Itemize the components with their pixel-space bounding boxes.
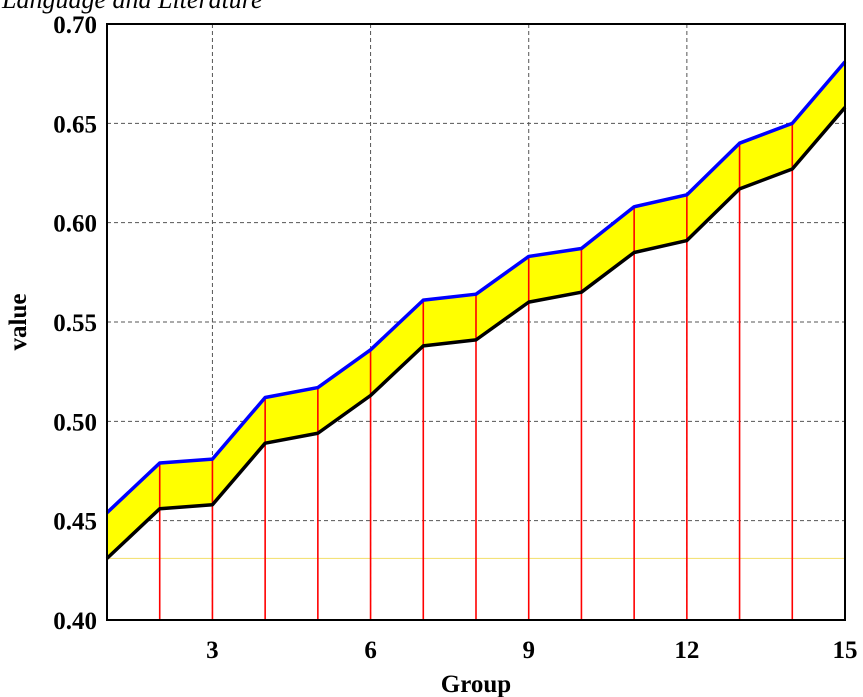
y-tick-label: 0.50 [53,409,97,436]
x-tick-labels: 3 6 9 12 15 [206,637,857,664]
x-tick-label: 6 [364,637,377,664]
x-axis-label: Group [441,671,511,697]
y-tick-label: 0.70 [53,12,97,39]
x-tick-label: 9 [522,637,535,664]
upper-series-line [105,60,847,514]
y-tick-label: 0.45 [53,509,97,536]
x-tick-label: 3 [206,637,219,664]
y-tick-label: 0.65 [53,111,97,138]
plot-frame [106,23,846,621]
x-tick-label: 12 [674,637,699,664]
series-lines [105,60,847,560]
y-tick-labels: 0.40 0.45 0.50 0.55 0.60 0.65 0.70 [53,12,97,635]
y-axis-label: value [5,294,32,351]
y-tick-label: 0.60 [53,211,97,238]
x-tick-label: 15 [833,637,858,664]
chart-title: Language and Literature [1,0,262,14]
y-tick-label: 0.40 [53,608,97,635]
lower-series-line [105,106,847,560]
y-tick-label: 0.55 [53,310,97,337]
